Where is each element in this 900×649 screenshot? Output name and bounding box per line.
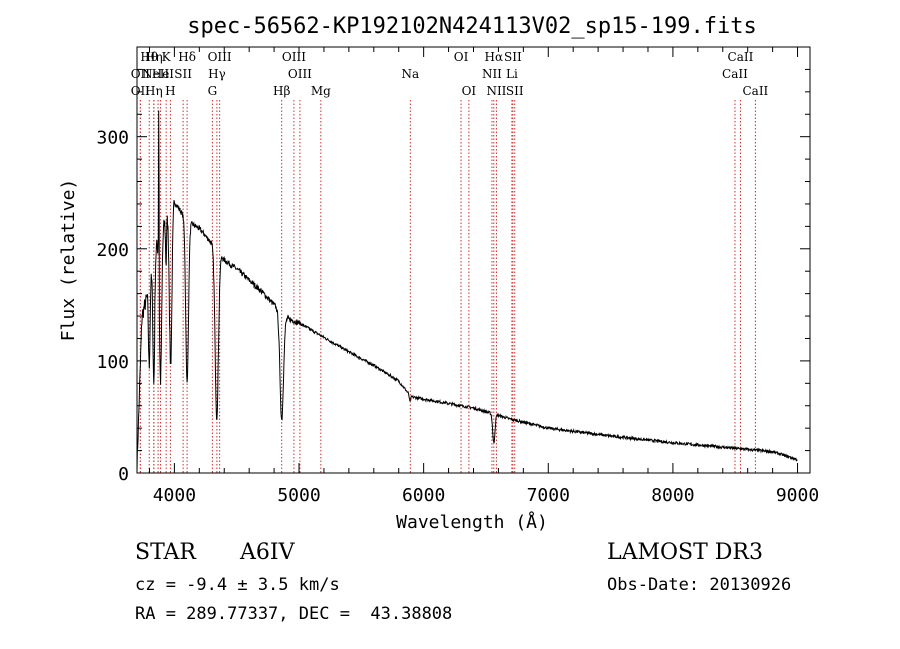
spectral-line-label: Hη	[145, 50, 163, 64]
redshift-cz: cz = -9.4 ± 3.5 km/s	[135, 575, 340, 595]
x-tick-label: 9000	[776, 485, 819, 506]
y-tick-label: 200	[96, 240, 129, 261]
spectral-line-label: OIII	[282, 50, 306, 64]
spectral-line-label: CaII	[742, 84, 768, 98]
spectral-line-label: Hθ	[140, 50, 158, 64]
plot-frame	[136, 46, 811, 474]
x-tick-label: 8000	[651, 485, 694, 506]
y-tick-label: 300	[96, 128, 129, 149]
spectral-line-label: Hη	[145, 84, 163, 98]
x-tick-label: 6000	[402, 485, 445, 506]
survey-name: LAMOST DR3	[607, 540, 763, 565]
spectral-line-label: OI	[454, 50, 469, 64]
x-axis-ticks: 4000 5000 6000 7000 8000 9000	[148, 47, 819, 506]
y-tick-label: 0	[118, 464, 129, 485]
x-axis-label: Wavelength (Å)	[396, 511, 548, 533]
spectral-line-label: Na	[401, 67, 419, 81]
spectral-line-label: Hα	[485, 50, 504, 64]
spectral-line-label: He	[152, 67, 170, 81]
coordinates: RA = 289.77337, DEC = 43.38808	[135, 604, 453, 624]
spectral-line-label: OIII	[288, 67, 312, 81]
spectral-line-label: NeIII	[142, 67, 174, 81]
chart-title: spec-56562-KP192102N424113V02_sp15-199.f…	[187, 14, 757, 39]
object-class: STAR	[135, 540, 196, 565]
spectral-line-label: OII	[131, 67, 151, 81]
spectral-line-label: Hδ	[178, 50, 196, 64]
spectral-line-label: Hβ	[273, 84, 290, 98]
spectral-line-label: OI	[462, 84, 477, 98]
spectral-line-label: SII	[504, 50, 522, 64]
spectral-line-label: Li	[506, 67, 518, 81]
y-axis-label: Flux (relative)	[58, 179, 79, 342]
x-tick-label: 4000	[153, 485, 196, 506]
x-tick-label: 7000	[527, 485, 570, 506]
spectral-line-label: CaII	[722, 67, 748, 81]
spectral-line-label: K	[162, 50, 172, 64]
spectral-line-label: NII	[486, 84, 506, 98]
spectral-line-label: CaII	[728, 50, 754, 64]
spectral-line-label: Hγ	[208, 67, 226, 81]
observation-date: Obs-Date: 20130926	[607, 575, 792, 595]
y-tick-label: 100	[96, 352, 129, 373]
spectral-line-label: H	[165, 84, 175, 98]
x-tick-label: 5000	[277, 485, 320, 506]
object-subclass: A6IV	[240, 540, 295, 565]
spectral-line-label: G	[208, 84, 218, 98]
y-axis-ticks: 0 100 200 300	[96, 46, 810, 485]
spectral-line-label: SII	[506, 84, 524, 98]
spectral-line-label: OIII	[208, 50, 232, 64]
spectral-line-label: NII	[482, 67, 502, 81]
spectral-line-label: OII	[131, 84, 151, 98]
spectral-line-label: SII	[174, 67, 192, 81]
spectrum-series	[136, 110, 798, 472]
spectral-line-label: Mg	[311, 84, 331, 98]
